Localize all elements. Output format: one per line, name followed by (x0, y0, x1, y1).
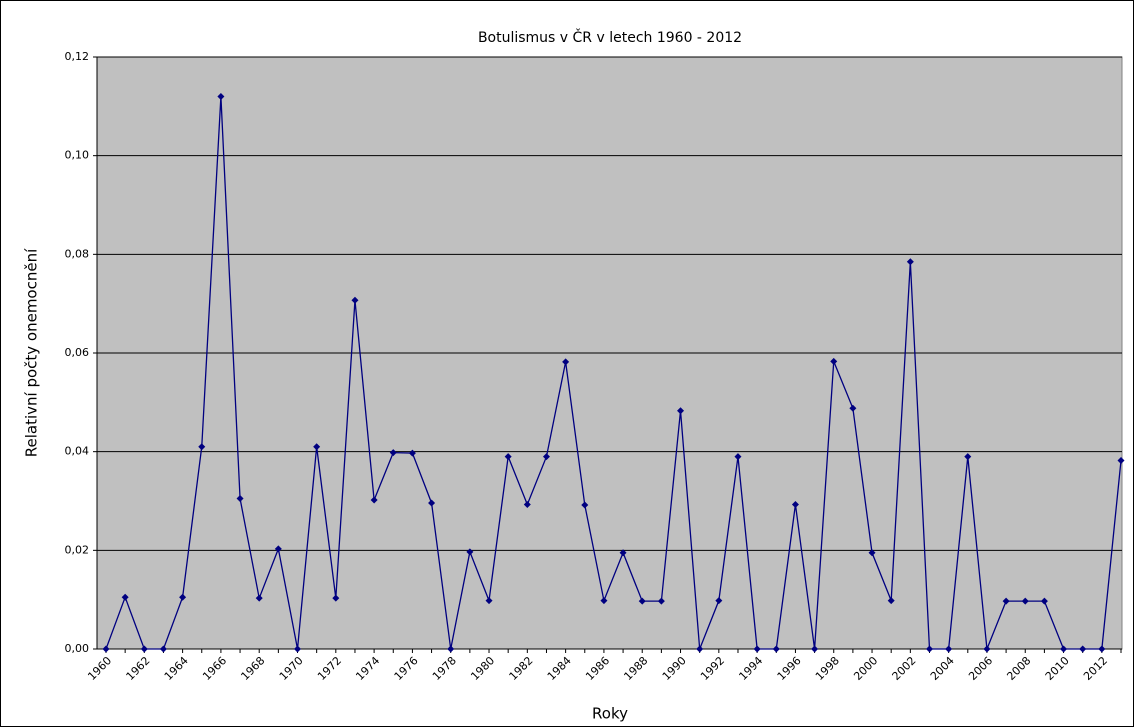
data-point (619, 549, 627, 557)
data-point (255, 594, 263, 602)
data-point (906, 258, 914, 266)
data-point (849, 404, 857, 412)
data-point (1021, 597, 1029, 605)
data-point (581, 501, 589, 509)
y-tick-label: 0,12 (65, 50, 90, 63)
data-point (121, 593, 129, 601)
data-point (868, 549, 876, 557)
data-point (925, 645, 933, 653)
data-point (657, 597, 665, 605)
data-point (389, 449, 397, 457)
data-point (274, 545, 282, 553)
data-point (562, 358, 570, 366)
data-point (351, 296, 359, 304)
data-point (485, 597, 493, 605)
data-point (1060, 645, 1068, 653)
data-point (887, 597, 895, 605)
data-point (102, 645, 110, 653)
data-point (964, 453, 972, 461)
data-point (772, 645, 780, 653)
data-point (198, 443, 206, 451)
y-tick-label: 0,00 (65, 642, 90, 655)
data-point (159, 645, 167, 653)
data-point (734, 453, 742, 461)
data-point (523, 500, 531, 508)
data-point (1040, 597, 1048, 605)
data-point (542, 453, 550, 461)
data-point (504, 453, 512, 461)
data-point (447, 645, 455, 653)
data-point (983, 645, 991, 653)
data-point (830, 357, 838, 365)
y-tick-label: 0,02 (65, 543, 90, 556)
data-point (332, 594, 340, 602)
data-point (1002, 597, 1010, 605)
data-point (791, 500, 799, 508)
data-point (179, 593, 187, 601)
data-point (811, 645, 819, 653)
data-point (217, 92, 225, 100)
data-point (638, 597, 646, 605)
data-point (408, 449, 416, 457)
series-line (105, 96, 1122, 650)
data-point (236, 495, 244, 503)
data-point (140, 645, 148, 653)
y-tick-label: 0,08 (65, 247, 90, 260)
data-point (428, 499, 436, 507)
data-point (1098, 645, 1106, 653)
data-point (945, 645, 953, 653)
data-point (370, 496, 378, 504)
data-point (600, 597, 608, 605)
y-axis-title: Relativní počty onemocnění (23, 248, 41, 457)
data-point (313, 443, 321, 451)
data-point (466, 548, 474, 556)
data-point (1117, 457, 1125, 465)
data-point (696, 645, 704, 653)
y-tick-label: 0,06 (65, 346, 90, 359)
y-tick-label: 0,04 (65, 445, 90, 458)
x-axis-title: Roky (592, 705, 628, 723)
y-tick-label: 0,10 (65, 149, 90, 162)
data-point (1079, 645, 1087, 653)
data-point (677, 407, 685, 415)
data-point (294, 645, 302, 653)
chart-title: Botulismus v ČR v letech 1960 - 2012 (478, 28, 742, 46)
data-point (715, 597, 723, 605)
data-point (753, 645, 761, 653)
